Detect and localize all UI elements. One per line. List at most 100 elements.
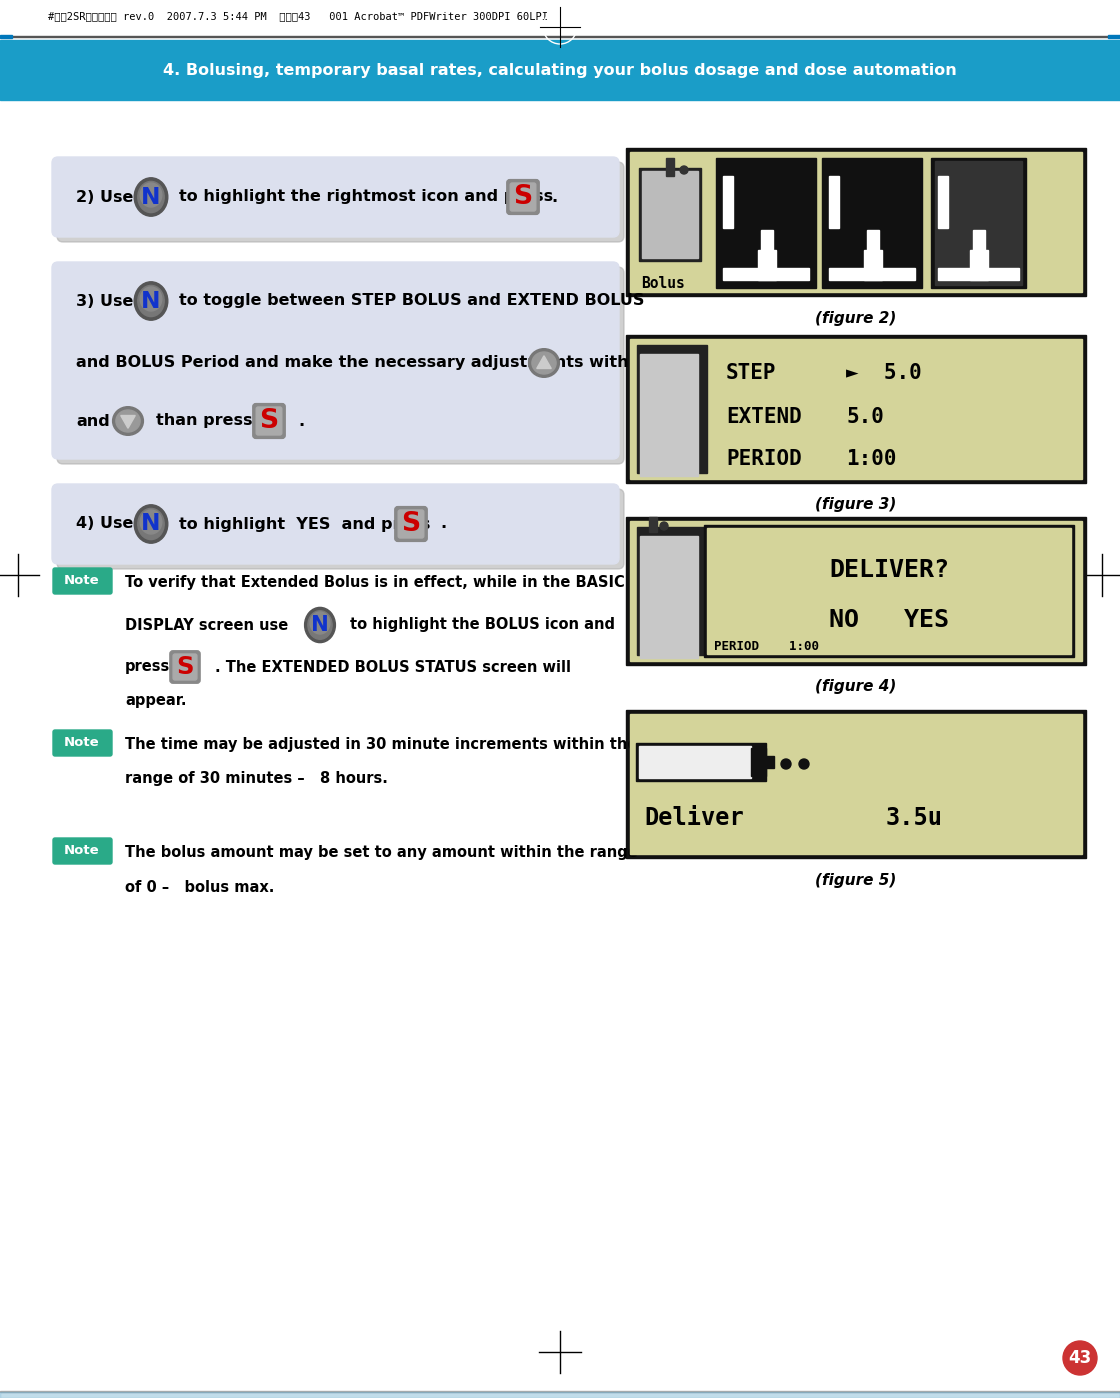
FancyBboxPatch shape xyxy=(53,837,112,864)
Text: to highlight the BOLUS icon and: to highlight the BOLUS icon and xyxy=(349,618,615,632)
Bar xyxy=(973,231,984,250)
Bar xyxy=(0,1392,1120,1398)
Text: .: . xyxy=(551,190,557,204)
Ellipse shape xyxy=(305,607,335,643)
FancyBboxPatch shape xyxy=(53,568,112,594)
Polygon shape xyxy=(121,415,136,428)
Text: . The EXTENDED BOLUS STATUS screen will: . The EXTENDED BOLUS STATUS screen will xyxy=(215,660,571,674)
FancyBboxPatch shape xyxy=(57,162,624,242)
Text: S: S xyxy=(260,408,279,433)
Text: press: press xyxy=(125,660,170,674)
Text: 2) Use: 2) Use xyxy=(76,190,133,204)
Text: 43: 43 xyxy=(1068,1349,1092,1367)
Ellipse shape xyxy=(529,348,559,377)
Bar xyxy=(0,35,12,38)
Ellipse shape xyxy=(138,285,165,316)
Text: than press: than press xyxy=(156,414,252,429)
Polygon shape xyxy=(536,355,551,369)
Bar xyxy=(626,148,1086,296)
Text: S: S xyxy=(176,656,194,679)
Ellipse shape xyxy=(113,407,143,435)
Text: NO   YES: NO YES xyxy=(829,608,949,632)
Ellipse shape xyxy=(138,182,165,212)
Circle shape xyxy=(660,521,668,530)
Bar xyxy=(822,158,922,288)
Bar xyxy=(0,41,1120,101)
Text: to toggle between STEP BOLUS and EXTEND BOLUS: to toggle between STEP BOLUS and EXTEND … xyxy=(179,294,644,309)
Bar xyxy=(716,158,816,288)
Text: S: S xyxy=(513,185,533,210)
Circle shape xyxy=(799,759,809,769)
Text: (figure 4): (figure 4) xyxy=(815,679,897,695)
Bar xyxy=(864,250,883,280)
Circle shape xyxy=(781,759,791,769)
Text: range of 30 minutes –   8 hours.: range of 30 minutes – 8 hours. xyxy=(125,772,388,787)
Text: to highlight the rightmost icon and press: to highlight the rightmost icon and pres… xyxy=(179,190,553,204)
Bar xyxy=(640,747,752,779)
Bar xyxy=(760,231,773,250)
Text: (figure 2): (figure 2) xyxy=(815,310,897,326)
Text: The time may be adjusted in 30 minute increments within the: The time may be adjusted in 30 minute in… xyxy=(125,738,637,752)
Text: N: N xyxy=(141,513,161,535)
Text: N: N xyxy=(311,615,329,635)
Text: and: and xyxy=(76,414,110,429)
Bar xyxy=(626,710,1086,858)
Bar xyxy=(642,171,698,259)
Bar xyxy=(970,250,988,280)
Ellipse shape xyxy=(138,509,165,540)
Ellipse shape xyxy=(532,352,557,375)
Ellipse shape xyxy=(134,282,168,320)
Bar xyxy=(640,535,698,658)
Text: 4) Use: 4) Use xyxy=(76,516,133,531)
Text: Note: Note xyxy=(64,737,100,749)
Text: EXTEND: EXTEND xyxy=(726,407,802,426)
Bar xyxy=(752,748,766,776)
Bar xyxy=(766,756,774,768)
Bar xyxy=(629,521,1082,661)
Bar xyxy=(629,338,1082,480)
Text: (figure 3): (figure 3) xyxy=(815,498,897,513)
FancyBboxPatch shape xyxy=(506,179,539,214)
Text: Note: Note xyxy=(64,575,100,587)
FancyBboxPatch shape xyxy=(256,407,282,435)
Bar xyxy=(640,354,698,475)
Ellipse shape xyxy=(134,178,168,217)
Text: The bolus amount may be set to any amount within the range: The bolus amount may be set to any amoun… xyxy=(125,846,637,861)
Bar xyxy=(629,152,1082,292)
Text: N: N xyxy=(141,289,161,313)
Circle shape xyxy=(1063,1341,1096,1376)
Bar xyxy=(626,517,1086,665)
Text: .: . xyxy=(298,414,305,429)
Bar xyxy=(939,176,948,228)
FancyBboxPatch shape xyxy=(511,183,535,211)
FancyBboxPatch shape xyxy=(57,489,624,569)
Bar xyxy=(758,250,776,280)
Ellipse shape xyxy=(115,410,140,432)
FancyBboxPatch shape xyxy=(53,730,112,756)
FancyBboxPatch shape xyxy=(253,404,286,439)
Text: 1:00: 1:00 xyxy=(846,449,896,468)
Bar xyxy=(1108,35,1120,38)
FancyBboxPatch shape xyxy=(57,267,624,464)
Bar xyxy=(704,526,1074,657)
Bar xyxy=(829,176,839,228)
FancyBboxPatch shape xyxy=(170,651,200,684)
Text: Bolus: Bolus xyxy=(641,277,684,292)
Text: STEP: STEP xyxy=(726,363,776,383)
Bar xyxy=(931,158,1026,288)
Text: (figure 5): (figure 5) xyxy=(815,872,897,888)
Bar xyxy=(666,158,674,176)
Text: 4. Bolusing, temporary basal rates, calculating your bolus dosage and dose autom: 4. Bolusing, temporary basal rates, calc… xyxy=(164,63,956,77)
Bar xyxy=(935,161,1021,285)
Text: ►  5.0: ► 5.0 xyxy=(846,363,922,383)
Bar xyxy=(724,268,809,280)
Bar xyxy=(867,231,879,250)
FancyBboxPatch shape xyxy=(52,484,619,563)
FancyBboxPatch shape xyxy=(399,510,423,538)
Text: DELIVER?: DELIVER? xyxy=(829,558,949,582)
Bar xyxy=(724,176,732,228)
FancyBboxPatch shape xyxy=(52,157,619,238)
Bar xyxy=(640,168,701,261)
FancyBboxPatch shape xyxy=(394,506,427,541)
Ellipse shape xyxy=(310,612,330,635)
